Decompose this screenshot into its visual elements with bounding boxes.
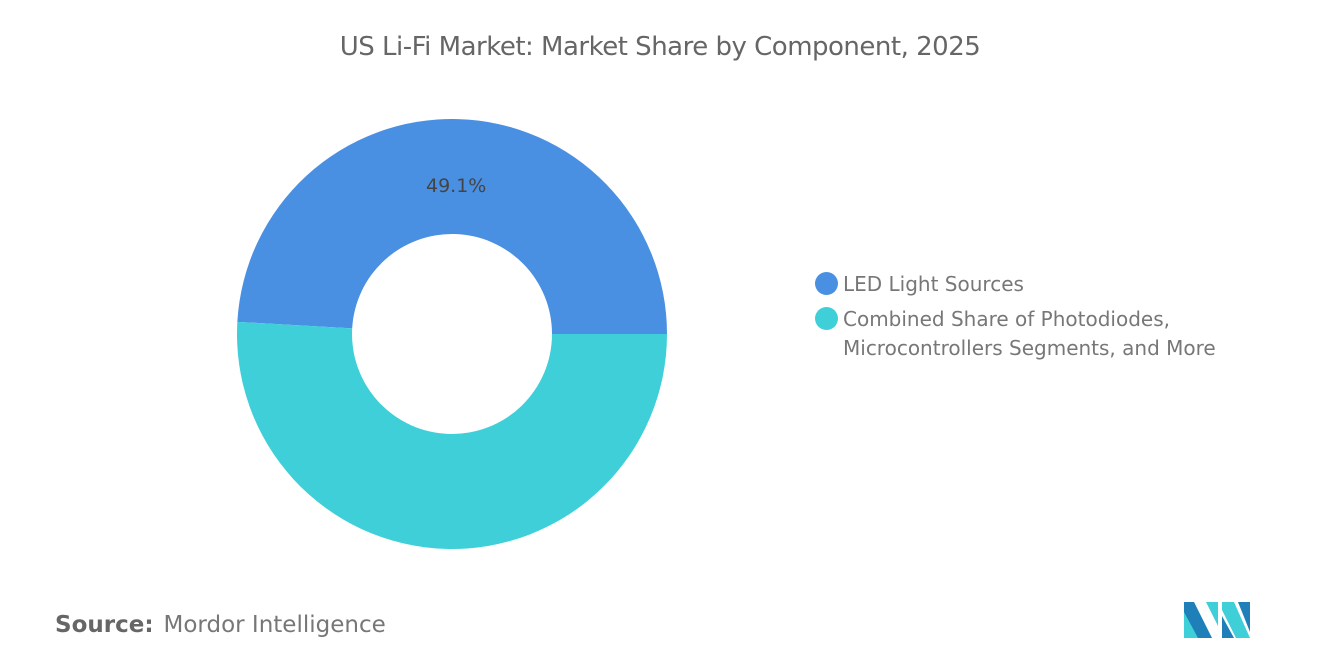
legend-item-combined[interactable]: Combined Share of Photodiodes, Microcont…: [815, 305, 1233, 363]
legend-swatch: [815, 272, 838, 295]
legend-swatch: [815, 307, 838, 330]
legend: LED Light Sources Combined Share of Phot…: [815, 270, 1233, 369]
legend-label: LED Light Sources: [843, 272, 1024, 296]
source-label: Source:: [55, 612, 154, 638]
donut-slice-1[interactable]: [237, 118, 668, 334]
chart-title: US Li-Fi Market: Market Share by Compone…: [339, 32, 981, 62]
source-note: Source: Mordor Intelligence: [55, 612, 386, 638]
legend-item-led[interactable]: LED Light Sources: [815, 270, 1233, 299]
donut-slice-2[interactable]: [237, 321, 668, 549]
mordor-intelligence-logo: [1184, 602, 1250, 638]
source-value: Mordor Intelligence: [163, 612, 386, 638]
legend-label: Combined Share of Photodiodes, Microcont…: [843, 307, 1216, 360]
data-label-1: 49.1%: [426, 175, 486, 197]
